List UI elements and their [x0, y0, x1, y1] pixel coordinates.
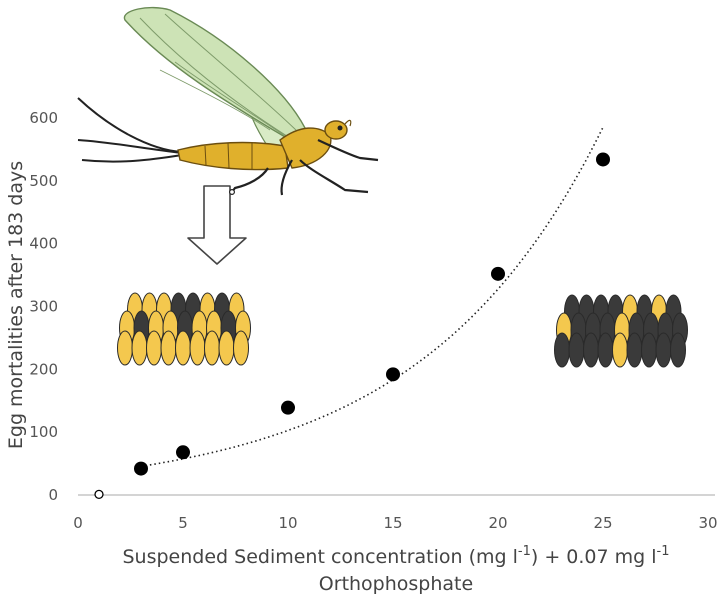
x-axis-title: Suspended Sediment concentration (mg l-1…	[123, 544, 670, 568]
y-axis-ticks: 0 100 200 300 400 500 600	[29, 109, 58, 504]
x-axis-title-line2: Orthophosphate	[319, 573, 473, 595]
egg	[218, 330, 235, 366]
y-tick-label: 100	[29, 423, 58, 441]
mayfly-cerci	[77, 97, 183, 153]
down-arrow	[187, 185, 247, 265]
mayfly-legs	[280, 159, 293, 196]
y-tick-label: 300	[29, 298, 58, 316]
egg	[175, 330, 191, 366]
mostly-dark-egg-cluster	[554, 294, 688, 368]
y-tick-label: 0	[48, 486, 58, 504]
x-axis-title-sup1: -1	[518, 544, 531, 559]
exponential-trendline	[140, 126, 604, 468]
x-tick-label: 15	[383, 514, 402, 532]
mostly-yellow-egg-cluster	[117, 292, 251, 366]
egg	[583, 332, 599, 368]
egg	[641, 332, 657, 368]
y-axis-title: Egg mortalities after 183 days	[5, 161, 27, 449]
egg	[597, 332, 614, 368]
x-axis-ticks: 0 5 10 15 20 25 30	[73, 514, 717, 532]
egg	[131, 330, 148, 366]
egg	[189, 330, 206, 366]
egg	[204, 330, 220, 366]
egg	[568, 332, 585, 368]
mayfly-fore-wing	[123, 6, 306, 141]
data-point	[281, 400, 295, 415]
x-axis-title-main: Suspended Sediment concentration (mg l	[123, 546, 518, 568]
y-tick-label: 400	[29, 235, 58, 253]
mayfly-head	[324, 120, 348, 140]
data-point	[134, 461, 148, 476]
x-tick-label: 5	[178, 514, 188, 532]
y-tick-label: 500	[29, 172, 58, 190]
egg	[233, 330, 249, 366]
x-tick-label: 0	[73, 514, 83, 532]
egg	[160, 330, 177, 366]
x-tick-label: 25	[593, 514, 612, 532]
y-tick-label: 200	[29, 360, 58, 378]
mayfly-abdomen	[177, 141, 289, 171]
x-tick-label: 20	[488, 514, 507, 532]
y-tick-label: 600	[29, 109, 58, 127]
egg	[655, 332, 672, 368]
egg	[670, 332, 686, 368]
x-axis-title-mid: ) + 0.07 mg l	[531, 546, 657, 568]
egg	[612, 332, 628, 368]
egg	[117, 330, 133, 366]
egg	[626, 332, 643, 368]
egg	[146, 330, 162, 366]
data-point	[491, 266, 505, 281]
data-point	[386, 367, 400, 382]
x-axis-title-sup2: -1	[657, 544, 670, 559]
x-tick-label: 30	[698, 514, 717, 532]
egg	[554, 332, 570, 368]
mayfly-illustration	[77, 6, 379, 196]
data-point	[596, 152, 610, 167]
data-points	[94, 152, 610, 500]
data-point	[176, 445, 190, 460]
data-point-open	[94, 489, 104, 500]
x-tick-label: 10	[278, 514, 297, 532]
